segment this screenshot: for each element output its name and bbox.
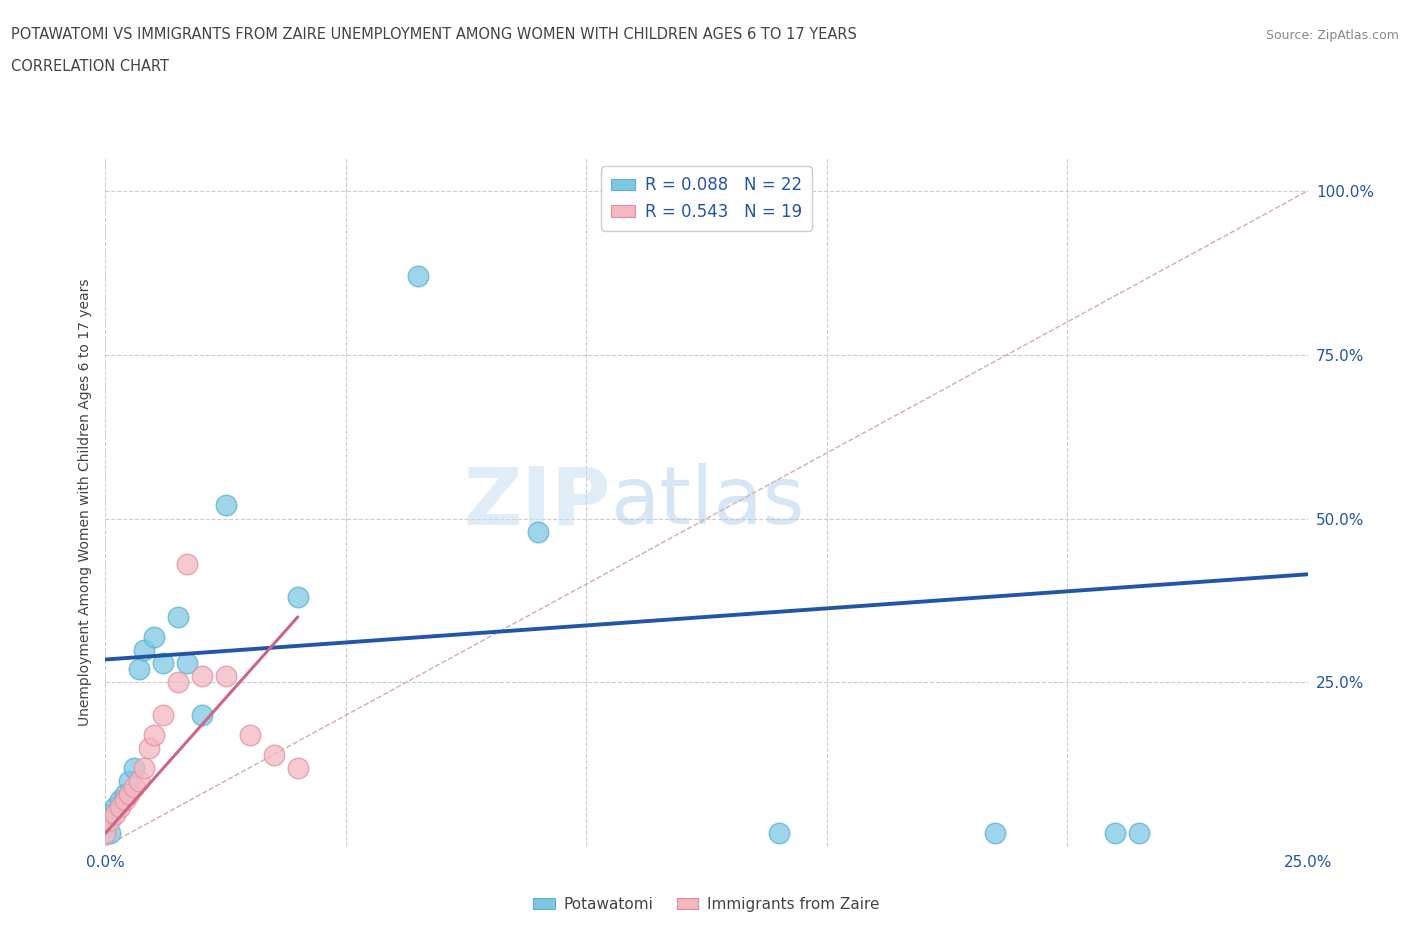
Point [214, 498, 236, 513]
Point [190, 669, 212, 684]
Point [166, 675, 188, 690]
Point [114, 793, 136, 808]
Point [104, 806, 127, 821]
Point [190, 708, 212, 723]
Point [984, 826, 1007, 841]
Point [128, 774, 150, 789]
Point [239, 727, 262, 742]
Point [152, 708, 174, 723]
Point [138, 740, 160, 755]
Point [118, 787, 141, 802]
Point [287, 760, 309, 775]
Text: CORRELATION CHART: CORRELATION CHART [11, 60, 169, 74]
Point [124, 780, 146, 795]
Point [263, 747, 285, 762]
Point [98, 826, 121, 841]
Text: atlas: atlas [610, 463, 804, 541]
Y-axis label: Unemployment Among Women with Children Ages 6 to 17 years: Unemployment Among Women with Children A… [79, 278, 93, 726]
Point [406, 269, 429, 284]
Point [118, 774, 141, 789]
Legend: Potawatomi, Immigrants from Zaire: Potawatomi, Immigrants from Zaire [527, 891, 886, 918]
Point [132, 643, 155, 658]
Point [176, 656, 198, 671]
Point [142, 727, 165, 742]
Point [166, 609, 188, 624]
Point [176, 557, 198, 572]
Point [1128, 826, 1150, 841]
Point [142, 629, 165, 644]
Point [128, 662, 150, 677]
Point [114, 787, 136, 802]
Point [94, 826, 117, 841]
Text: POTAWATOMI VS IMMIGRANTS FROM ZAIRE UNEMPLOYMENT AMONG WOMEN WITH CHILDREN AGES : POTAWATOMI VS IMMIGRANTS FROM ZAIRE UNEM… [11, 27, 858, 42]
Point [132, 760, 155, 775]
Point [214, 669, 236, 684]
Point [1104, 826, 1126, 841]
Point [98, 813, 121, 828]
Point [108, 800, 131, 815]
Point [124, 760, 146, 775]
Point [527, 525, 550, 539]
Point [768, 826, 790, 841]
Point [98, 806, 121, 821]
Point [152, 656, 174, 671]
Point [287, 590, 309, 604]
Point [108, 793, 131, 808]
Text: ZIP: ZIP [463, 463, 610, 541]
Text: Source: ZipAtlas.com: Source: ZipAtlas.com [1265, 29, 1399, 42]
Point [104, 800, 127, 815]
